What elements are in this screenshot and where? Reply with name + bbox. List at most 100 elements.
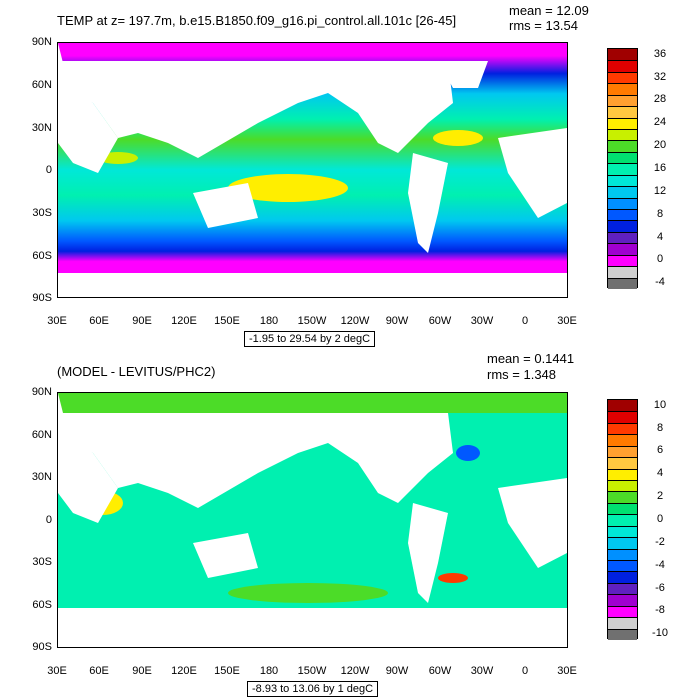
panel2-colorbar-swatch — [608, 434, 637, 446]
panel1-colorbar-swatch — [608, 231, 637, 244]
panel2-title: (MODEL - LEVITUS/PHC2) — [57, 364, 216, 379]
panel2-colorbar-swatch — [608, 617, 637, 629]
panel2-colorbar-swatch — [608, 502, 637, 515]
panel2-lon-label: 60W — [428, 665, 452, 677]
panel1-colorbar-swatch — [608, 49, 637, 61]
panel1-lon-label: 30W — [470, 315, 494, 327]
panel1-colorbar-swatch — [608, 129, 637, 141]
panel1-lon-label: 150W — [297, 315, 327, 327]
panel2-lon-label: 150W — [297, 665, 327, 677]
panel1-lat-label: 0 — [45, 164, 52, 176]
panel1-colorbar-swatch — [608, 209, 637, 221]
panel2-colorbar-label: 4 — [656, 467, 664, 480]
panel2-land-antarctica — [58, 608, 567, 647]
panel1-warm-pool-pacific — [228, 174, 348, 202]
panel1-lon-label: 60E — [89, 315, 109, 327]
panel1-lon-axis: 30E 60E 90E 120E 150E 180 150W 120W 90W … — [47, 315, 577, 329]
panel2-colorbar-swatch — [608, 605, 637, 618]
panel1-colorbar-swatch — [608, 174, 637, 187]
panel1-colorbar-label: -4 — [655, 276, 665, 289]
panel2-anomaly-southern — [228, 583, 388, 603]
panel2-lat-label: 30S — [32, 556, 52, 568]
panel1-land-africa-right — [498, 128, 567, 218]
panel2-map-svg — [58, 393, 567, 647]
panel1-colorbar-swatch — [608, 186, 637, 198]
panel2-colorbar-label: 6 — [656, 444, 664, 457]
panel1-colorbar-swatch — [608, 60, 637, 72]
panel2-lon-axis: 30E 60E 90E 120E 150E 180 150W 120W 90W … — [47, 665, 577, 679]
panel1-land-south-america — [408, 153, 448, 253]
panel2-anomaly-south-atlantic — [438, 573, 468, 583]
panel1-lon-label: 30E — [47, 315, 67, 327]
panel1-lon-label: 150E — [214, 315, 240, 327]
panel2-colorbar-swatch — [608, 537, 637, 549]
panel2-colorbar-label: 8 — [656, 421, 664, 434]
panel2-arctic-band — [58, 393, 567, 413]
panel1-colorbar-label: 12 — [653, 184, 667, 197]
panel1-land-australia — [193, 183, 258, 228]
panel1-colorbar-swatch — [608, 220, 637, 232]
panel2-lon-label: 120W — [340, 665, 370, 677]
panel2-colorbar-swatch — [608, 514, 637, 526]
panel1-lon-label: 120W — [340, 315, 370, 327]
panel2-land-africa — [58, 393, 118, 523]
panel1-map — [57, 42, 568, 298]
panel1-lon-label: 90E — [132, 315, 152, 327]
panel2-mean: mean = 0.1441 — [487, 351, 575, 366]
panel2-colorbar-swatch — [608, 571, 637, 583]
panel2-colorbar-label: 10 — [653, 398, 667, 411]
panel2-lat-label: 30N — [31, 471, 52, 483]
panel2-colorbar-label: -8 — [655, 604, 665, 617]
panel1-lat-label: 90N — [31, 36, 52, 48]
panel2-colorbar-swatch — [608, 457, 637, 469]
panel2-lon-label: 30W — [470, 665, 494, 677]
panel1-lat-label: 60S — [32, 250, 52, 262]
panel1-map-svg — [58, 43, 567, 297]
panel2-colorbar-label: 2 — [656, 490, 664, 503]
panel1-colorbar-swatch — [608, 277, 637, 289]
panel1-land-eurasia — [58, 61, 358, 158]
panel1-title: TEMP at z= 197.7m, b.e15.B1850.f09_g16.p… — [57, 13, 457, 28]
panel2-colorbar-swatch — [608, 582, 637, 595]
panel1-colorbar-label: 24 — [653, 116, 667, 129]
panel1-colorbar-swatch — [608, 266, 637, 278]
panel2-map — [57, 392, 568, 648]
panel2-colorbar-swatch — [608, 400, 637, 412]
panel2-colorbar-swatch — [608, 525, 637, 538]
panel2-colorbar-label: -4 — [655, 558, 665, 571]
panel2-lon-label: 90W — [385, 665, 409, 677]
panel2-colorbar-swatch — [608, 411, 637, 423]
panel1-colorbar-label: 0 — [656, 253, 664, 266]
panel1-colorbar-label: 36 — [653, 47, 667, 60]
panel1-colorbar-swatch — [608, 163, 637, 175]
panel1-lat-label: 30N — [31, 122, 52, 134]
panel1-lat-label: 60N — [31, 79, 52, 91]
panel1-colorbar-label: 32 — [653, 70, 667, 83]
panel2-colorbar-label: 0 — [656, 513, 664, 525]
panel2-lon-label: 30E — [557, 665, 577, 677]
panel1-land-antarctica — [58, 273, 567, 297]
panel1-colorbar-swatch — [608, 83, 637, 95]
panel2-land-north-america — [323, 413, 453, 503]
panel1-colorbar-swatch — [608, 106, 637, 118]
panel1-colorbar-swatch — [608, 243, 637, 255]
panel2-colorbar-swatch — [608, 480, 637, 492]
panel2-colorbar-swatch — [608, 422, 637, 435]
panel2-lon-label: 90E — [132, 665, 152, 677]
panel2-range-box: -8.93 to 13.06 by 1 degC — [247, 681, 379, 697]
panel1-lon-label: 90W — [385, 315, 409, 327]
panel1-colorbar-swatch — [608, 197, 637, 209]
panel2-lat-label: 90S — [32, 641, 52, 653]
panel2-colorbar-label: -6 — [655, 581, 665, 594]
panel2-lon-label: 120E — [171, 665, 197, 677]
panel1-lon-label: 120E — [171, 315, 197, 327]
panel1-colorbar-label: 8 — [656, 207, 664, 220]
panel1-land-north-america — [323, 61, 453, 153]
panel1-colorbar-swatch — [608, 94, 637, 107]
panel1-colorbar-swatch — [608, 117, 637, 129]
panel1-rms: rms = 13.54 — [509, 18, 579, 33]
panel2-lat-label: 60S — [32, 599, 52, 611]
panel1-colorbar-label: 4 — [656, 230, 664, 243]
panel2-colorbar-swatch — [608, 491, 637, 503]
panel2-colorbar-swatch — [608, 560, 637, 572]
